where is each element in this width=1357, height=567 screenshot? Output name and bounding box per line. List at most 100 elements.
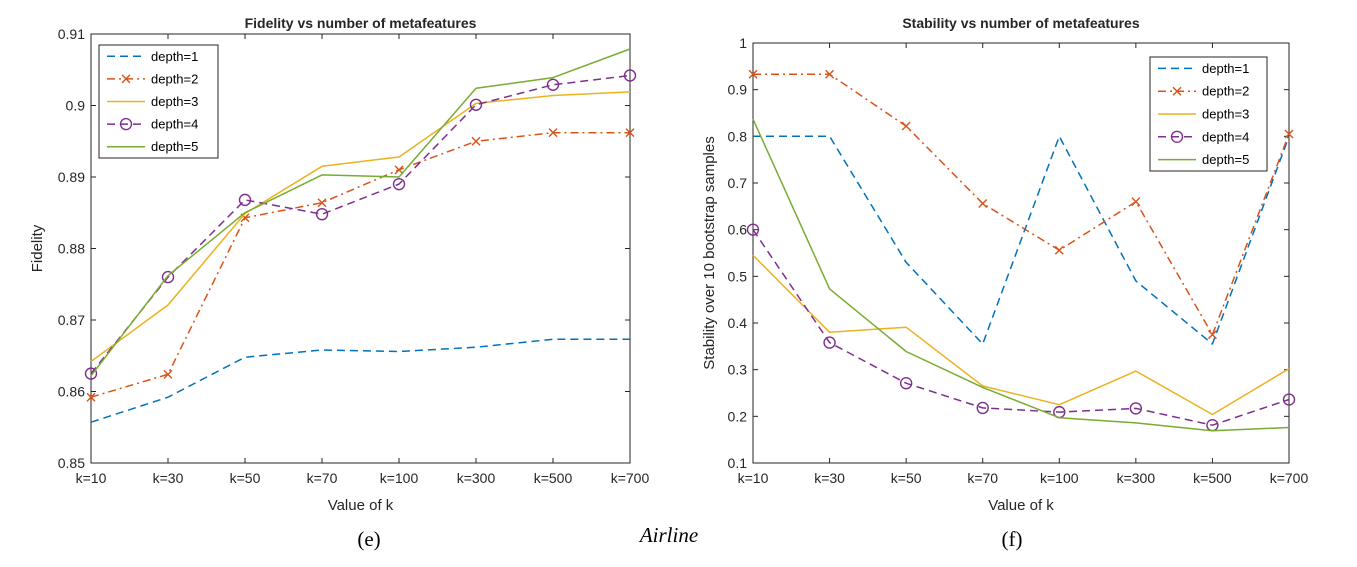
data-point <box>1282 393 1296 406</box>
caption-left: (e) <box>357 527 380 551</box>
data-point <box>748 69 758 79</box>
x-tick-label: k=100 <box>1040 470 1079 486</box>
caption-center: Airline <box>638 523 698 547</box>
series-depth-3 <box>90 91 631 363</box>
legend-label: depth=4 <box>1202 129 1249 144</box>
data-point <box>546 78 560 91</box>
series-line <box>90 91 631 363</box>
data-point <box>899 377 913 390</box>
legend: depth=1 depth=2 depth=3 depth=4 depth=5 <box>98 44 219 159</box>
caption-right: (f) <box>1002 527 1023 551</box>
x-tick-label: k=500 <box>534 470 573 486</box>
x-tick-label: k=10 <box>76 470 107 486</box>
chart-title: Fidelity vs number of metafeatures <box>245 15 477 31</box>
y-tick-label: 0.7 <box>728 175 748 191</box>
data-point <box>901 121 911 131</box>
x-tick-label: k=700 <box>1270 470 1309 486</box>
x-tick-label: k=300 <box>1117 470 1156 486</box>
y-tick-label: 0.9 <box>728 82 748 98</box>
legend-label: depth=2 <box>151 71 198 86</box>
series-depth-1 <box>753 135 1290 345</box>
y-tick-label: 0.85 <box>58 455 85 471</box>
data-point <box>1284 129 1294 139</box>
x-axis-label: Value of k <box>328 497 394 514</box>
legend-label: depth=1 <box>151 49 198 64</box>
series-line <box>90 338 630 423</box>
y-tick-label: 1 <box>739 35 747 51</box>
data-point <box>163 369 173 379</box>
data-point <box>315 207 329 221</box>
data-point <box>978 199 988 209</box>
series-depth-1 <box>90 338 630 423</box>
series-line <box>752 254 1290 416</box>
data-point <box>1054 245 1064 255</box>
series-depth-3 <box>752 254 1290 416</box>
legend: depth=1 depth=2 depth=3 depth=4 depth=5 <box>1149 56 1268 172</box>
data-point <box>394 165 404 175</box>
data-point <box>238 193 252 207</box>
legend-label: depth=4 <box>151 117 198 132</box>
x-tick-label: k=300 <box>457 470 496 486</box>
data-point <box>746 223 760 236</box>
chart-title: Stability vs number of metafeatures <box>902 15 1140 31</box>
legend-label: depth=1 <box>1202 61 1249 76</box>
legend-label: depth=3 <box>1202 107 1249 122</box>
legend-marker <box>1170 130 1184 144</box>
series-line <box>752 118 1290 432</box>
data-point <box>823 336 836 349</box>
data-point <box>623 69 637 82</box>
stability-chart: Stability vs number of metafeatures 0.1 0.… <box>701 15 1308 514</box>
y-tick-label: 0.87 <box>58 312 85 328</box>
series-line <box>753 73 1290 336</box>
series-line <box>753 135 1290 345</box>
series-line <box>90 74 631 375</box>
series-line <box>90 131 630 398</box>
legend-label: depth=3 <box>151 94 198 109</box>
x-tick-label: k=30 <box>153 470 184 486</box>
legend-marker <box>121 74 131 84</box>
y-axis-label: Stability over 10 bootstrap samples <box>701 136 718 369</box>
series-line <box>752 229 1290 426</box>
data-point <box>392 177 406 191</box>
data-point <box>317 198 327 208</box>
series-depth-2 <box>86 128 635 402</box>
x-tick-label: k=70 <box>307 470 338 486</box>
x-tick-label: k=10 <box>738 470 769 486</box>
data-point <box>625 128 635 138</box>
data-point <box>1207 330 1217 340</box>
y-tick-label: 0.89 <box>58 169 85 185</box>
y-tick-label: 0.6 <box>728 222 748 238</box>
series-depth-4 <box>84 69 637 380</box>
legend-label: depth=5 <box>151 139 198 154</box>
x-tick-label: k=50 <box>230 470 261 486</box>
data-point <box>86 392 96 402</box>
y-tick-label: 0.9 <box>66 98 86 114</box>
series-depth-2 <box>748 69 1294 340</box>
legend-label: depth=2 <box>1202 84 1249 99</box>
legend-marker <box>1172 86 1182 96</box>
data-point <box>825 69 835 79</box>
legend-marker <box>119 117 133 131</box>
data-point <box>976 401 989 415</box>
x-tick-label: k=500 <box>1193 470 1232 486</box>
fidelity-chart: Fidelity vs number of metafeatures 0.85 0.… <box>29 15 649 514</box>
y-axis-label: Fidelity <box>29 224 46 272</box>
data-point <box>548 128 558 138</box>
y-tick-label: 0.86 <box>58 384 85 400</box>
data-point <box>469 98 483 111</box>
data-point <box>471 136 481 146</box>
y-tick-label: 0.91 <box>58 26 85 42</box>
x-tick-label: k=70 <box>967 470 998 486</box>
series-line <box>90 48 631 377</box>
y-tick-label: 0.4 <box>728 315 748 331</box>
data-point <box>84 367 98 380</box>
x-tick-label: k=50 <box>891 470 922 486</box>
x-axis-label: Value of k <box>988 497 1054 514</box>
y-tick-label: 0.88 <box>58 241 85 257</box>
x-tick-label: k=30 <box>814 470 845 486</box>
y-tick-label: 0.2 <box>728 408 748 424</box>
y-tick-label: 0.1 <box>728 455 748 471</box>
x-tick-label: k=100 <box>380 470 419 486</box>
data-point <box>1131 197 1141 207</box>
